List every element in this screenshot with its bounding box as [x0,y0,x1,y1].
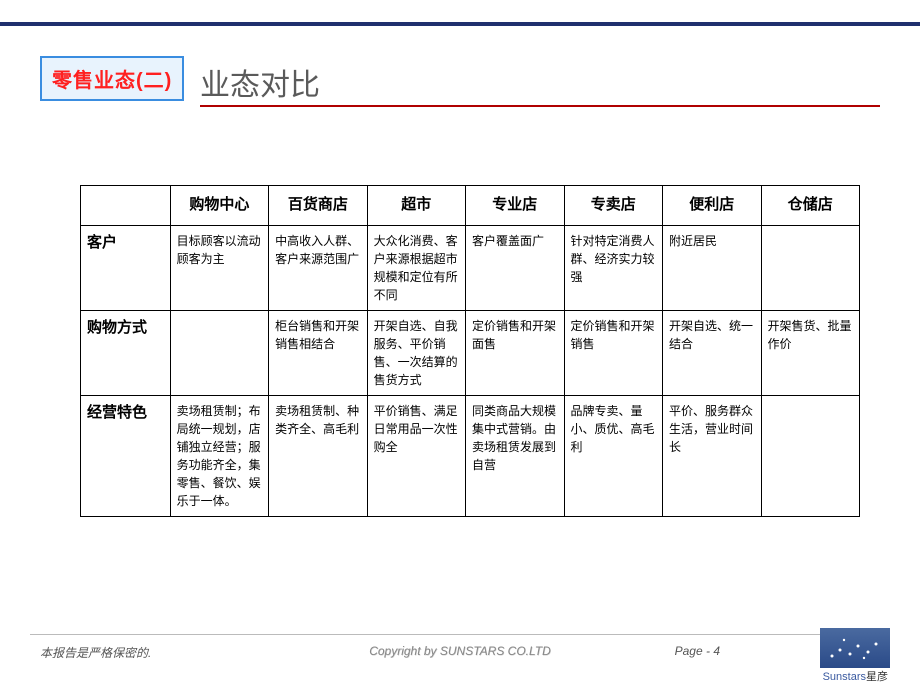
table-cell: 平价销售、满足日常用品一次性购全 [367,395,465,516]
table-cell: 针对特定消费人群、经济实力较强 [564,225,662,310]
brand-en: Sunstars [823,671,866,683]
top-rule [0,22,920,26]
table-cell: 中高收入人群、客户来源范围广 [269,225,367,310]
table-cell: 目标顾客以流动顾客为主 [170,225,268,310]
stars-icon [824,632,886,664]
table-cell: 客户覆盖面广 [466,225,564,310]
footer-divider [30,634,890,635]
table-cell: 大众化消费、客户来源根据超市规模和定位有所不同 [367,225,465,310]
copyright-text: Copyright by SUNSTARS CO.LTD [0,644,920,658]
brand-text: Sunstars星彦 [823,668,888,684]
table-cell: 开架售货、批量作价 [761,310,860,395]
th-col: 购物中心 [170,186,268,226]
th-col: 仓储店 [761,186,860,226]
th-col: 便利店 [663,186,761,226]
row-header: 客户 [81,225,171,310]
table-header-row: 购物中心 百货商店 超市 专业店 专卖店 便利店 仓储店 [81,186,860,226]
section-badge: 零售业态(二) [40,56,184,101]
table-cell: 卖场租赁制；布局统一规划，店铺独立经营；服务功能齐全，集零售、餐饮、娱乐于一体。 [170,395,268,516]
table-cell: 开架自选、统一结合 [663,310,761,395]
th-empty [81,186,171,226]
title-underline [200,105,880,107]
table-cell: 开架自选、自我服务、平价销售、一次结算的售货方式 [367,310,465,395]
th-col: 超市 [367,186,465,226]
table-cell: 卖场租赁制、种类齐全、高毛利 [269,395,367,516]
page-number: Page - 4 [675,644,720,658]
table-cell [761,225,860,310]
th-col: 专卖店 [564,186,662,226]
table-row: 客户 目标顾客以流动顾客为主 中高收入人群、客户来源范围广 大众化消费、客户来源… [81,225,860,310]
comparison-table-wrap: 购物中心 百货商店 超市 专业店 专卖店 便利店 仓储店 客户 目标顾客以流动顾… [80,185,860,517]
row-header: 购物方式 [81,310,171,395]
footer: 本报告是严格保密的. Copyright by SUNSTARS CO.LTD … [0,634,920,674]
table-row: 购物方式 柜台销售和开架销售相结合 开架自选、自我服务、平价销售、一次结算的售货… [81,310,860,395]
table-cell: 柜台销售和开架销售相结合 [269,310,367,395]
page-title: 业态对比 [200,60,320,104]
logo-icon [820,628,890,668]
table-cell: 同类商品大规模集中式营销。由卖场租赁发展到自营 [466,395,564,516]
table-cell: 平价、服务群众生活，营业时间长 [663,395,761,516]
brand-cn: 星彦 [866,671,888,683]
table-cell: 定价销售和开架面售 [466,310,564,395]
th-col: 专业店 [466,186,564,226]
th-col: 百货商店 [269,186,367,226]
table-cell: 定价销售和开架销售 [564,310,662,395]
slide: 零售业态(二) 业态对比 购物中心 百货商店 超市 专业店 专卖店 便利店 仓储… [0,0,920,690]
table-cell: 附近居民 [663,225,761,310]
comparison-table: 购物中心 百货商店 超市 专业店 专卖店 便利店 仓储店 客户 目标顾客以流动顾… [80,185,860,517]
row-header: 经营特色 [81,395,171,516]
table-row: 经营特色 卖场租赁制；布局统一规划，店铺独立经营；服务功能齐全，集零售、餐饮、娱… [81,395,860,516]
table-cell [170,310,268,395]
table-cell: 品牌专卖、量小、质优、高毛利 [564,395,662,516]
table-cell [761,395,860,516]
